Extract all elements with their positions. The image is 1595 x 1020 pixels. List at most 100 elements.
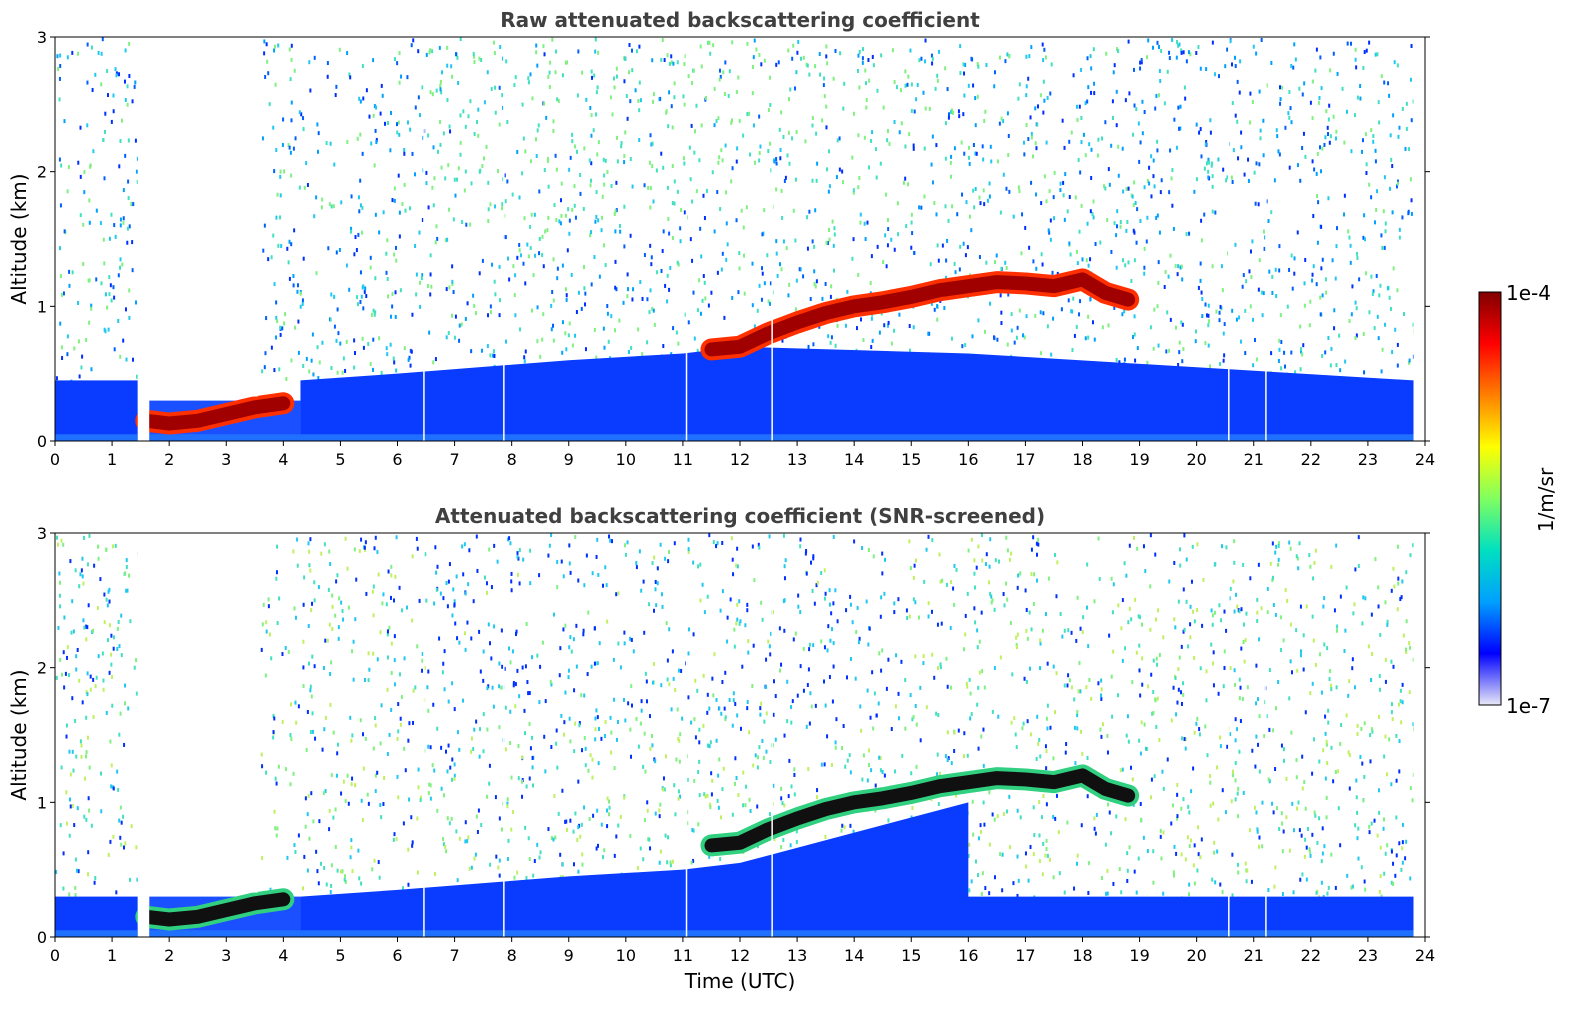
speckle	[938, 552, 941, 557]
speckle	[1082, 132, 1085, 137]
speckle	[628, 42, 631, 47]
speckle	[569, 818, 572, 823]
speckle	[867, 57, 870, 62]
speckle	[688, 627, 691, 632]
speckle	[264, 351, 267, 356]
speckle	[824, 834, 827, 839]
speckle	[1392, 881, 1395, 886]
speckle	[527, 836, 530, 841]
speckle	[1140, 58, 1143, 63]
speckle	[77, 339, 80, 344]
speckle	[1254, 764, 1257, 769]
speckle	[267, 257, 270, 262]
speckle	[62, 886, 65, 891]
speckle	[598, 726, 601, 731]
speckle	[1409, 876, 1412, 881]
speckle	[673, 783, 676, 788]
speckle	[276, 319, 279, 324]
speckle	[1309, 299, 1312, 304]
speckle	[871, 130, 874, 135]
speckle	[289, 77, 292, 82]
speckle	[528, 776, 531, 781]
speckle	[1323, 642, 1326, 647]
speckle	[421, 273, 424, 278]
speckle	[1076, 861, 1079, 866]
speckle	[691, 80, 694, 85]
speckle	[1199, 261, 1202, 266]
speckle	[432, 702, 435, 707]
speckle	[891, 48, 894, 53]
speckle	[721, 787, 724, 792]
speckle	[1042, 841, 1045, 846]
speckle	[1380, 894, 1383, 899]
speckle	[573, 203, 576, 208]
speckle	[1174, 676, 1177, 681]
speckle	[675, 330, 678, 335]
speckle	[1116, 224, 1119, 229]
speckle	[826, 241, 829, 246]
speckle	[825, 54, 828, 59]
speckle	[875, 175, 878, 180]
speckle	[584, 746, 587, 751]
speckle	[861, 56, 864, 61]
speckle	[638, 549, 641, 554]
speckle	[574, 811, 577, 816]
speckle	[560, 213, 563, 218]
speckle	[409, 348, 412, 353]
speckle	[1270, 210, 1273, 215]
speckle	[296, 289, 299, 294]
speckle	[510, 571, 513, 576]
speckle	[1112, 881, 1115, 886]
speckle	[1172, 226, 1175, 231]
speckle	[1411, 798, 1414, 803]
speckle	[1341, 86, 1344, 91]
speckle	[1120, 626, 1123, 631]
speckle	[911, 717, 914, 722]
speckle	[758, 52, 761, 57]
speckle	[1200, 290, 1203, 295]
speckle	[880, 53, 883, 58]
speckle	[667, 559, 670, 564]
speckle	[664, 556, 667, 561]
speckle	[108, 292, 111, 297]
speckle	[491, 262, 494, 267]
speckle	[1250, 275, 1253, 280]
speckle	[1327, 885, 1330, 890]
speckle	[642, 764, 645, 769]
speckle	[1354, 57, 1357, 62]
speckle	[395, 535, 398, 540]
speckle	[1289, 659, 1292, 664]
speckle	[1081, 257, 1084, 262]
speckle	[1163, 284, 1166, 289]
speckle	[388, 732, 391, 737]
speckle	[1401, 840, 1404, 845]
speckle	[135, 845, 138, 850]
speckle	[74, 718, 77, 723]
speckle	[504, 199, 507, 204]
speckle	[60, 163, 63, 168]
speckle	[597, 761, 600, 766]
speckle	[353, 365, 356, 370]
speckle	[1013, 716, 1016, 721]
speckle	[89, 674, 92, 679]
speckle	[1245, 279, 1248, 284]
speckle	[1407, 147, 1410, 152]
speckle	[813, 269, 816, 274]
speckle	[276, 192, 279, 197]
speckle	[1312, 638, 1315, 643]
speckle	[1152, 849, 1155, 854]
speckle	[1091, 211, 1094, 216]
speckle	[125, 357, 128, 362]
speckle	[489, 304, 492, 309]
speckle	[327, 246, 330, 251]
speckle	[820, 571, 823, 576]
speckle	[590, 282, 593, 287]
speckle	[1111, 610, 1114, 615]
speckle	[733, 627, 736, 632]
speckle	[87, 796, 90, 801]
speckle	[934, 86, 937, 91]
speckle	[415, 536, 418, 541]
speckle	[761, 232, 764, 237]
speckle	[1275, 128, 1278, 133]
speckle	[1133, 332, 1136, 337]
